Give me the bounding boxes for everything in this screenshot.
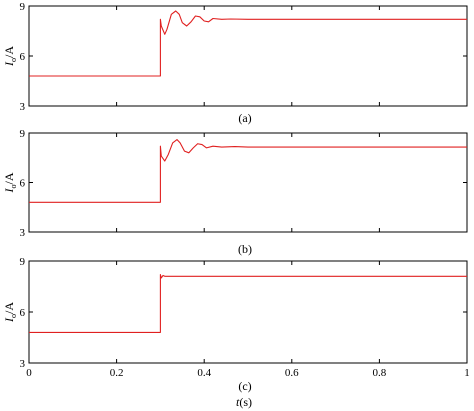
x-tick-label: 0 <box>26 367 32 379</box>
y-tick-label: 3 <box>20 358 26 370</box>
y-axis-label-subscript: o <box>9 185 18 189</box>
y-axis-label-subscript: o <box>9 58 18 62</box>
y-axis-label-main: I <box>2 61 16 67</box>
y-tick-label: 9 <box>20 256 26 268</box>
x-tick-label: 1 <box>464 367 470 379</box>
series-line <box>29 139 467 203</box>
series-line <box>29 10 467 77</box>
subplot-label: (a) <box>238 111 251 125</box>
x-axis-label-unit: (s) <box>239 395 252 409</box>
plot-frame <box>28 132 468 233</box>
y-tick-label: 6 <box>20 178 26 190</box>
y-tick-label: 6 <box>20 307 26 319</box>
y-axis-label-unit: /A <box>2 46 16 58</box>
subplot-label: (b) <box>238 242 252 256</box>
y-tick-label: 9 <box>20 1 26 13</box>
chart-panel-b: 3 6 9 Io/A (b) <box>2 128 468 256</box>
chart-panel-c: 3 6 9 0 0.2 0.4 0.6 0.8 1 Io/A (c) <box>2 256 470 393</box>
y-tick-label: 6 <box>20 51 26 63</box>
y-tick-label: 3 <box>20 101 26 113</box>
x-axis-label-main: t <box>236 395 240 409</box>
y-axis-label: Io/A <box>2 302 18 323</box>
chart-panel-a: 3 6 9 Io/A (a) <box>2 1 468 125</box>
x-tick-label: 0.4 <box>197 367 211 379</box>
y-axis-label-unit: /A <box>2 172 16 184</box>
plot-frame <box>28 5 468 107</box>
x-tick-label: 0.8 <box>373 367 387 379</box>
y-tick-label: 3 <box>20 227 26 239</box>
y-axis-label-subscript: o <box>9 314 18 318</box>
x-tick-label: 0.2 <box>110 367 124 379</box>
y-axis-label: Io/A <box>2 172 18 193</box>
y-axis-label-main: I <box>2 317 16 323</box>
series-line <box>29 274 467 333</box>
y-axis-label-unit: /A <box>2 302 16 314</box>
y-axis-label-main: I <box>2 188 16 194</box>
subplot-label: (c) <box>238 379 251 393</box>
y-tick-label: 9 <box>20 128 26 140</box>
y-axis-label: Io/A <box>2 46 18 67</box>
x-axis-label: t(s) <box>236 395 252 409</box>
x-tick-label: 0.6 <box>285 367 299 379</box>
